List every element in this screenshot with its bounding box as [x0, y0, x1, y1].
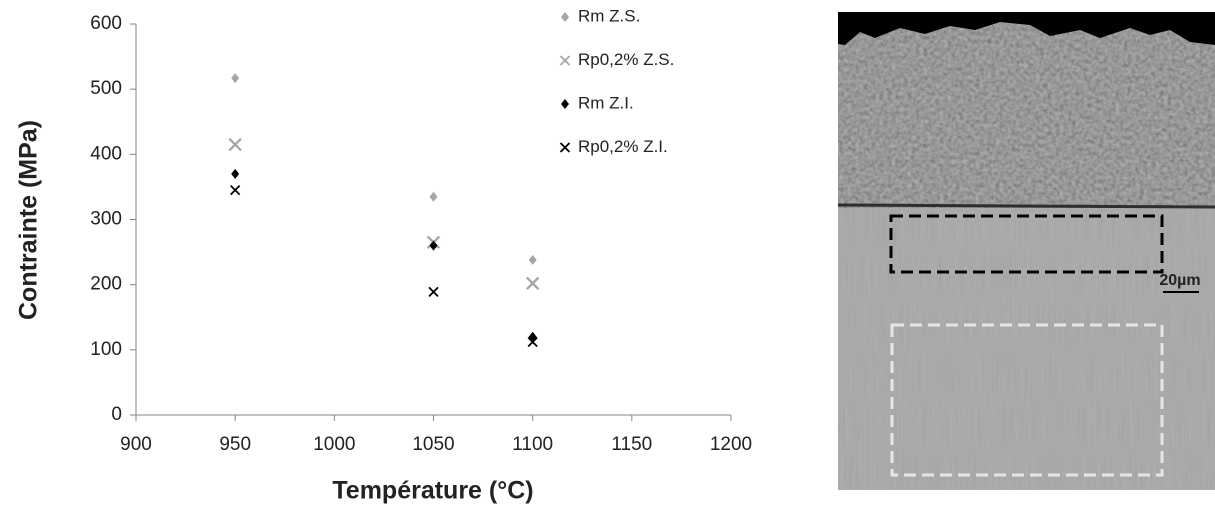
x-tick-label: 950 [219, 434, 251, 455]
point [428, 286, 439, 297]
legend-label: Rp0,2% Z.S. [578, 50, 674, 69]
background [838, 12, 1215, 45]
legend-marker [559, 55, 571, 66]
zone-box [890, 323, 1164, 477]
point [527, 336, 538, 348]
coating-texture [838, 12, 1215, 208]
chart: Température (°C) Contrainte (MPa) 0 100 20… [15, 6, 753, 504]
legend-marker [561, 99, 569, 109]
y-axis-title: Contrainte (MPa) [15, 120, 43, 320]
x-tick-label: 900 [120, 434, 152, 455]
legend-label: Rp0,2% Z.I. [578, 137, 668, 156]
legend-label: Rm Z.S. [578, 6, 640, 25]
interface [837, 203, 1215, 209]
y-tick-label: 400 [90, 143, 122, 164]
legend-label: Rm Z.I. [578, 93, 634, 112]
x-tick-label: 1000 [313, 434, 355, 455]
y-tick-label: 500 [90, 78, 122, 99]
point [525, 276, 540, 291]
legend-marker [559, 142, 571, 153]
legend-marker [561, 12, 569, 22]
y-tick-label: 100 [90, 339, 122, 360]
point [429, 240, 438, 251]
y-tick-label: 0 [111, 404, 122, 425]
point [228, 137, 242, 152]
point [230, 185, 241, 196]
point [231, 168, 240, 179]
micrograph: 20µm [837, 12, 1215, 490]
scale-label: 20µm [1159, 272, 1200, 289]
y-tick-label: 200 [90, 274, 122, 295]
x-tick-label: 1100 [512, 434, 553, 455]
x-tick-label: 1200 [710, 434, 752, 455]
point [528, 254, 537, 265]
point [231, 73, 240, 84]
y-tick-label: 600 [90, 13, 122, 34]
x-tick-label: 1150 [611, 434, 652, 455]
zone-box [889, 214, 1164, 274]
y-tick-label: 300 [90, 209, 122, 230]
point [429, 191, 438, 202]
x-tick-label: 1050 [412, 434, 454, 455]
x-axis-title: Température (°C) [332, 477, 533, 505]
